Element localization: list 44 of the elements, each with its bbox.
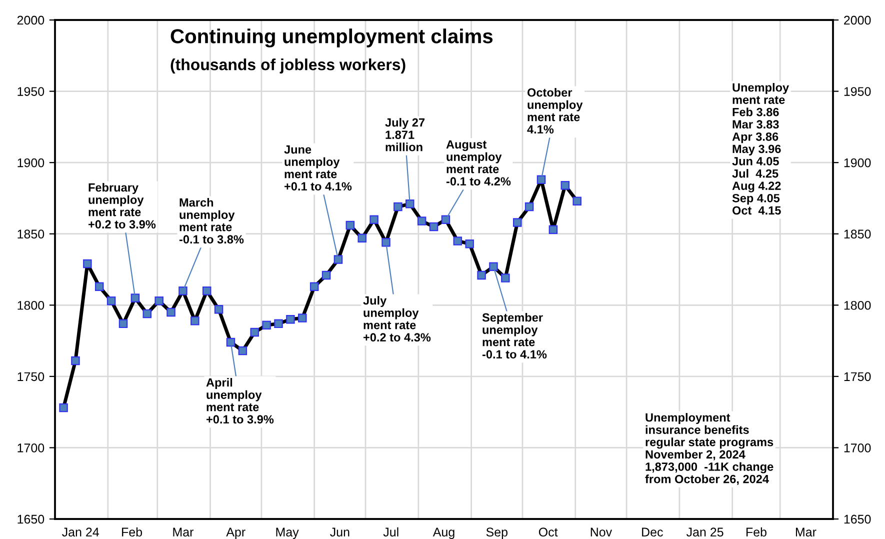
x-tick-label: Jul: [383, 527, 398, 537]
x-tick-label: Dec: [642, 528, 663, 537]
y2-tick-label: 1850: [844, 230, 871, 239]
x-tick-label: Feb: [746, 527, 766, 537]
y-tick-label: 1750: [18, 372, 44, 382]
x-tick-label: May: [276, 528, 299, 539]
annotation: March unemploy ment rate -0.1 to 3.8%: [179, 198, 244, 244]
annotation: Unemployment insurance benefits regular state programs November 2, 2024 1,873,000 -11K change from October 26, 2024: [645, 413, 774, 485]
y2-tick-label: 1950: [844, 87, 871, 96]
y-tick-label: 1700: [18, 444, 44, 452]
y2-tick-label: 1650: [844, 514, 871, 524]
y-tick-label: 1900: [18, 158, 44, 168]
x-tick-label: Mar: [796, 528, 816, 537]
y2-tick-label: 1750: [844, 372, 871, 382]
annotation: June unemploy ment rate +0.1 to 4.1%: [284, 145, 352, 191]
annotation: February unemploy ment rate +0.2 to 3.9%: [88, 183, 156, 229]
x-tick-label: Jun: [330, 528, 350, 537]
x-tick-label: Nov: [590, 528, 612, 537]
text: Unemploy ment rate Feb 3.86 Mar 3.83 Apr 3.86 May 3.96 Jun 4.05 Jul 4.25 Aug 4.22 Sep 4.05 Oct 4.15: [732, 83, 790, 215]
x-tick-label: Apr: [226, 528, 246, 539]
x-tick-label: Sep: [486, 528, 508, 539]
y2-tick-label: 1900: [844, 158, 871, 168]
annotation: September unemploy ment rate -0.1 to 4.1%: [482, 313, 547, 359]
annotation: April unemploy ment rate +0.1 to 3.9%: [206, 378, 274, 424]
y2-tick-label: 2000: [844, 16, 871, 25]
y2-tick-label: 1700: [844, 444, 871, 452]
x-tick-label: Feb: [122, 527, 142, 537]
x-tick-label: Jan 24: [62, 528, 99, 537]
annotation: July unemploy ment rate +0.2 to 4.3%: [363, 296, 431, 342]
text: (thousands of jobless workers): [170, 58, 406, 74]
x-tick-label: Oct: [538, 528, 558, 537]
x-tick-label: Jan 25: [686, 528, 724, 537]
annotation: July 27 1.871 million: [385, 118, 425, 152]
annotation: October unemploy ment rate 4.1%: [527, 88, 583, 134]
y2-tick-label: 1800: [844, 300, 871, 310]
y-tick-label: 2000: [17, 16, 44, 25]
y-tick-label: 1800: [18, 300, 44, 310]
y-tick-label: 1850: [18, 230, 44, 239]
y-tick-label: 1650: [18, 514, 44, 524]
y-tick-label: 1950: [18, 87, 44, 96]
annotation: August unemploy ment rate -0.1 to 4.2%: [446, 140, 511, 186]
x-tick-label: Mar: [173, 528, 194, 537]
x-tick-label: Aug: [432, 528, 454, 539]
chart-title: Continuing unemployment claims: [170, 28, 493, 48]
